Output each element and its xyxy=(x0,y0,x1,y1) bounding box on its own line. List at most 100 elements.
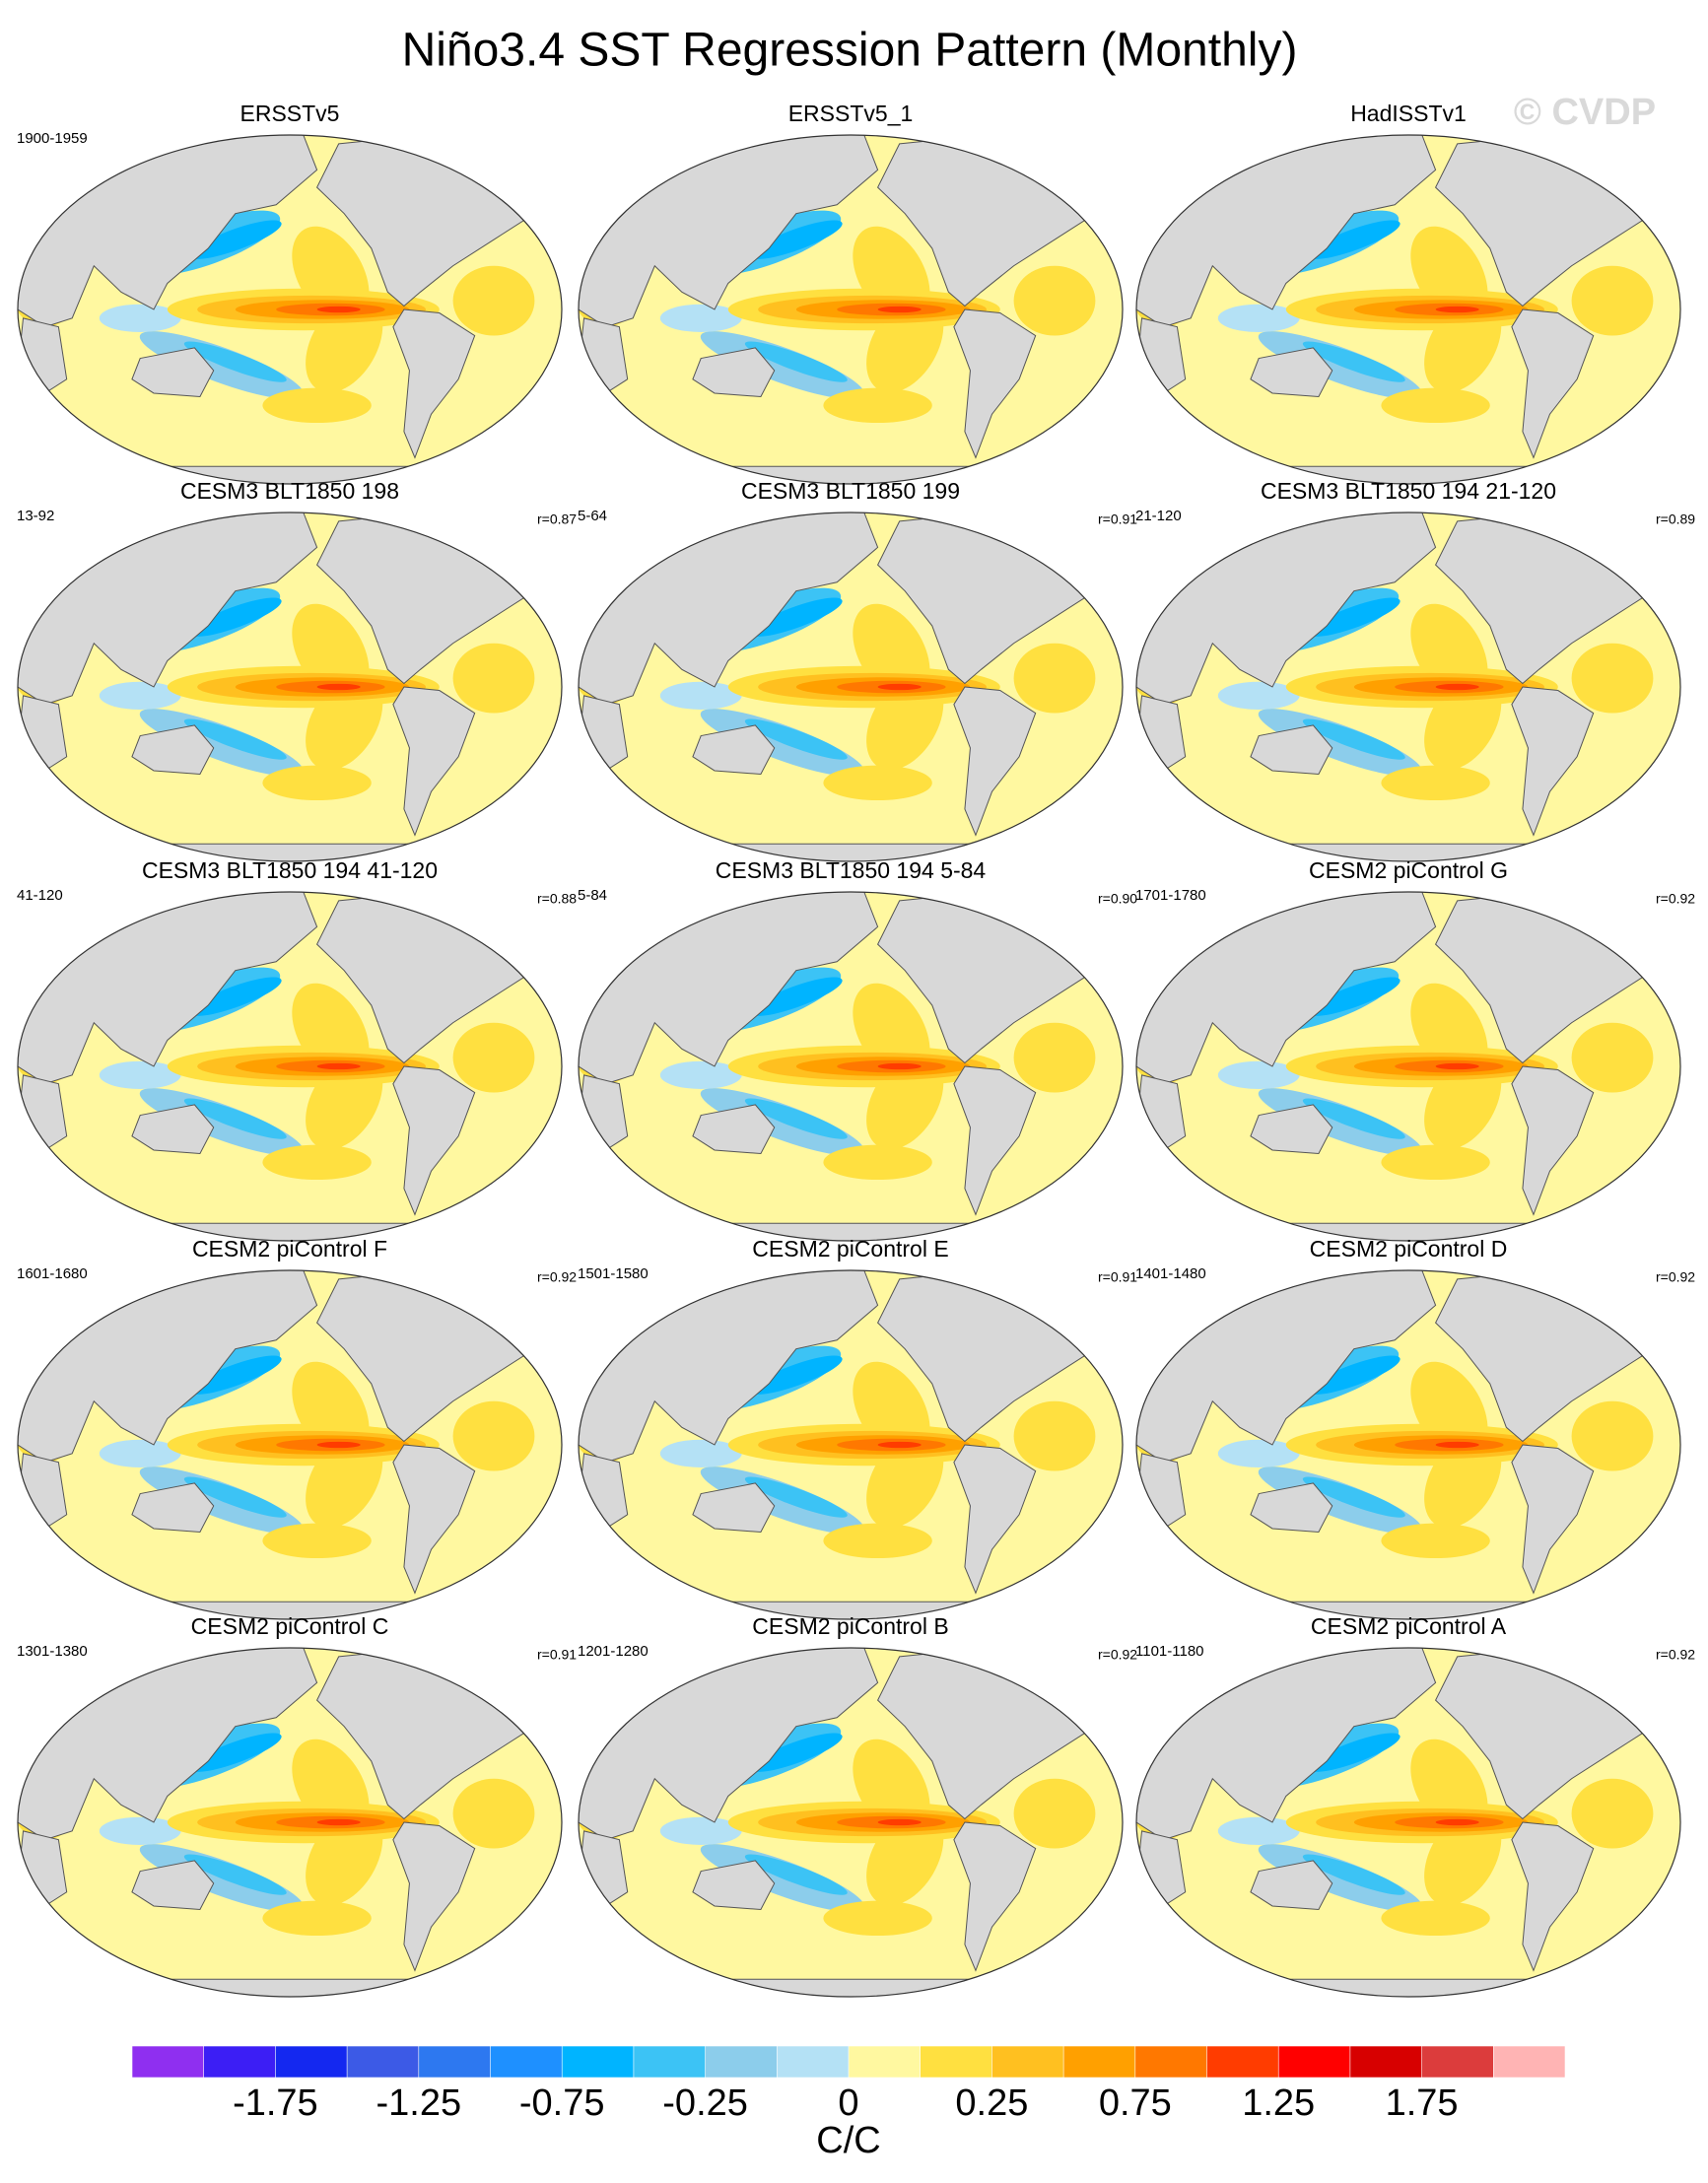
map-border xyxy=(1135,134,1681,485)
panel-period: 5-64 xyxy=(578,508,607,524)
land xyxy=(18,1978,562,1997)
colorbar-box xyxy=(1493,2046,1565,2078)
sst-contour xyxy=(183,718,287,760)
colorbar-box xyxy=(132,2046,204,2078)
map-panel xyxy=(1136,1270,1680,1619)
land xyxy=(953,686,1037,837)
panel-title: CESM2 piControl A xyxy=(1311,1613,1507,1639)
land xyxy=(1511,1444,1595,1595)
panel-period: 41-120 xyxy=(17,887,63,904)
colorbar-box xyxy=(633,2046,706,2078)
sst-contour xyxy=(99,1816,181,1846)
map-panel xyxy=(579,512,1123,861)
sst-contour xyxy=(744,1476,848,1518)
panel-title: CESM2 piControl G xyxy=(1309,857,1508,883)
sst-contour xyxy=(262,1900,372,1937)
sst-contour xyxy=(316,1062,361,1070)
land xyxy=(692,1104,776,1155)
sst-contour xyxy=(1013,1022,1096,1093)
sst-contour xyxy=(1307,1355,1401,1395)
sst-contour xyxy=(823,387,932,424)
land xyxy=(953,1821,1037,1972)
map-border xyxy=(17,512,563,862)
map-border xyxy=(1135,891,1681,1242)
colorbar-box xyxy=(705,2046,778,2078)
sst-contour xyxy=(877,1818,922,1826)
sst-contour xyxy=(1571,265,1654,336)
sst-contour xyxy=(1435,306,1479,313)
colorbar-tick-label: -1.25 xyxy=(376,2082,461,2124)
panel-title: ERSSTv5 xyxy=(240,101,340,126)
land xyxy=(692,347,776,398)
sst-contour xyxy=(188,1733,282,1772)
panel-period: 1601-1680 xyxy=(17,1265,88,1282)
panel-correlation: r=0.92 xyxy=(1098,1647,1137,1663)
map-panel xyxy=(579,1270,1123,1619)
panel-correlation: r=0.88 xyxy=(537,891,577,907)
sst-contour xyxy=(452,1400,535,1471)
sst-contour xyxy=(749,977,843,1016)
sst-contour xyxy=(1217,304,1300,333)
panel-correlation: r=0.91 xyxy=(1098,1269,1137,1285)
panel-title: CESM2 piControl C xyxy=(191,1613,389,1639)
sst-contour xyxy=(749,220,843,259)
sst-contour xyxy=(1217,681,1300,711)
land xyxy=(392,1821,476,1972)
sst-contour xyxy=(316,1441,361,1449)
panel-period: 1401-1480 xyxy=(1135,1265,1206,1282)
land xyxy=(953,1065,1037,1216)
panel-correlation: r=0.92 xyxy=(1656,1647,1695,1663)
panel-period: 5-84 xyxy=(578,887,607,904)
panel-correlation: r=0.92 xyxy=(1656,891,1695,907)
sst-contour xyxy=(99,304,181,333)
colorbar-box xyxy=(203,2046,276,2078)
sst-contour xyxy=(823,765,932,801)
colorbar-tick-label: -1.75 xyxy=(233,2082,318,2124)
map-border xyxy=(17,891,563,1242)
map-border xyxy=(578,1269,1124,1620)
land xyxy=(1511,1821,1595,1972)
figure-title: Niño3.4 SST Regression Pattern (Monthly) xyxy=(402,25,1298,77)
sst-contour xyxy=(659,1060,742,1090)
panel-correlation: r=0.92 xyxy=(1656,1269,1695,1285)
sst-contour xyxy=(823,1900,932,1937)
land xyxy=(1511,1065,1595,1216)
colorbar-box xyxy=(1278,2046,1350,2078)
sst-contour xyxy=(1302,1476,1405,1518)
panel-period: 1701-1780 xyxy=(1135,887,1206,904)
land xyxy=(131,724,215,776)
colorbar-box xyxy=(1134,2046,1207,2078)
sst-contour xyxy=(1307,977,1401,1016)
colorbar-box xyxy=(562,2046,634,2078)
colorbar-tick-label: 0.75 xyxy=(1099,2082,1172,2124)
sst-contour xyxy=(316,306,361,313)
colorbar-tick-label: 0 xyxy=(838,2082,858,2124)
land xyxy=(1250,1860,1333,1911)
sst-contour xyxy=(1302,1854,1405,1895)
land xyxy=(1250,1482,1333,1534)
sst-contour xyxy=(1217,1060,1300,1090)
sst-contour xyxy=(1571,1778,1654,1849)
panel-title: CESM3 BLT1850 194 21-120 xyxy=(1261,478,1556,504)
map-panel xyxy=(1136,1648,1680,1997)
sst-contour xyxy=(1013,1778,1096,1849)
sst-contour xyxy=(1307,597,1401,637)
sst-contour xyxy=(452,1778,535,1849)
sst-contour xyxy=(877,683,922,691)
sst-contour xyxy=(183,1098,287,1139)
sst-contour xyxy=(188,220,282,259)
colorbar-frame xyxy=(131,2045,1566,2079)
sst-contour xyxy=(659,681,742,711)
colorbar-box xyxy=(849,2046,921,2078)
sst-contour xyxy=(877,1062,922,1070)
sst-contour xyxy=(1381,1900,1490,1937)
land xyxy=(131,1860,215,1911)
sst-contour xyxy=(744,1854,848,1895)
panel-title: HadISSTv1 xyxy=(1350,101,1467,126)
watermark: © CVDP xyxy=(1514,92,1656,133)
sst-contour xyxy=(1381,387,1490,424)
panel-period: 1900-1959 xyxy=(17,130,88,147)
land xyxy=(131,347,215,398)
map-border xyxy=(17,1647,563,1998)
